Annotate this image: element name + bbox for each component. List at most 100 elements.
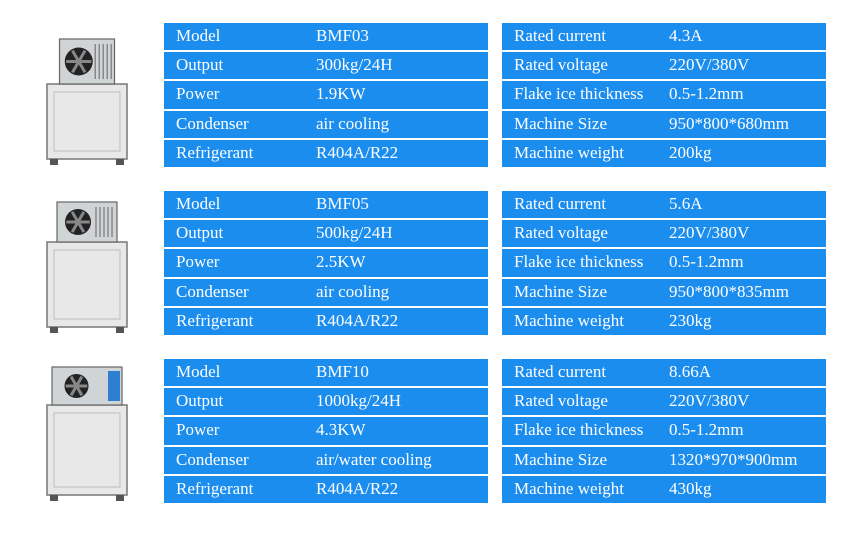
spec-row: Output300kg/24H xyxy=(164,52,488,79)
spec-row: Power1.9KW xyxy=(164,81,488,108)
spec-tables: ModelBMF05Output500kg/24HPower2.5KWConde… xyxy=(164,191,826,336)
spec-value: BMF10 xyxy=(316,362,476,382)
spec-label: Rated current xyxy=(514,362,669,382)
spec-label: Machine Size xyxy=(514,282,669,302)
spec-row: Machine Size950*800*835mm xyxy=(502,279,826,306)
spec-value: 0.5-1.2mm xyxy=(669,420,814,440)
spec-label: Output xyxy=(176,223,316,243)
spec-label: Machine Size xyxy=(514,450,669,470)
spec-label: Rated voltage xyxy=(514,223,669,243)
spec-row: Condenserair/water cooling xyxy=(164,447,488,474)
spec-label: Condenser xyxy=(176,450,316,470)
spec-label: Power xyxy=(176,84,316,104)
spec-row: Output500kg/24H xyxy=(164,220,488,247)
spec-row: Machine weight430kg xyxy=(502,476,826,503)
product-row: ModelBMF10Output1000kg/24HPower4.3KWCond… xyxy=(22,356,826,506)
spec-label: Model xyxy=(176,194,316,214)
spec-label: Refrigerant xyxy=(176,143,316,163)
spec-label: Refrigerant xyxy=(176,479,316,499)
spec-value: 500kg/24H xyxy=(316,223,476,243)
spec-table-left: ModelBMF03Output300kg/24HPower1.9KWConde… xyxy=(164,23,488,168)
spec-value: 950*800*835mm xyxy=(669,282,814,302)
product-image xyxy=(22,20,152,170)
spec-row: ModelBMF03 xyxy=(164,23,488,50)
spec-row: Machine weight230kg xyxy=(502,308,826,335)
spec-label: Flake ice thickness xyxy=(514,420,669,440)
spec-value: air/water cooling xyxy=(316,450,476,470)
spec-value: 200kg xyxy=(669,143,814,163)
spec-row: RefrigerantR404A/R22 xyxy=(164,476,488,503)
spec-row: Output1000kg/24H xyxy=(164,388,488,415)
spec-value: air cooling xyxy=(316,282,476,302)
spec-value: 1.9KW xyxy=(316,84,476,104)
spec-value: 220V/380V xyxy=(669,391,814,411)
spec-value: 230kg xyxy=(669,311,814,331)
spec-row: Rated current4.3A xyxy=(502,23,826,50)
spec-row: Flake ice thickness0.5-1.2mm xyxy=(502,249,826,276)
spec-label: Machine weight xyxy=(514,143,669,163)
spec-label: Output xyxy=(176,391,316,411)
spec-label: Rated current xyxy=(514,26,669,46)
spec-value: R404A/R22 xyxy=(316,479,476,499)
spec-label: Power xyxy=(176,252,316,272)
spec-row: Condenserair cooling xyxy=(164,111,488,138)
spec-value: 430kg xyxy=(669,479,814,499)
product-image xyxy=(22,188,152,338)
spec-row: Rated voltage220V/380V xyxy=(502,52,826,79)
spec-label: Machine weight xyxy=(514,479,669,499)
spec-row: Power4.3KW xyxy=(164,417,488,444)
spec-row: Condenserair cooling xyxy=(164,279,488,306)
spec-value: R404A/R22 xyxy=(316,143,476,163)
spec-label: Model xyxy=(176,362,316,382)
spec-row: Power2.5KW xyxy=(164,249,488,276)
spec-row: ModelBMF10 xyxy=(164,359,488,386)
spec-row: ModelBMF05 xyxy=(164,191,488,218)
spec-value: 4.3A xyxy=(669,26,814,46)
spec-label: Rated voltage xyxy=(514,55,669,75)
spec-value: 220V/380V xyxy=(669,55,814,75)
spec-label: Machine Size xyxy=(514,114,669,134)
spec-value: 2.5KW xyxy=(316,252,476,272)
spec-table-right: Rated current8.66ARated voltage220V/380V… xyxy=(502,359,826,504)
product-row: ModelBMF03Output300kg/24HPower1.9KWConde… xyxy=(22,20,826,170)
spec-row: RefrigerantR404A/R22 xyxy=(164,140,488,167)
spec-value: 950*800*680mm xyxy=(669,114,814,134)
spec-value: 300kg/24H xyxy=(316,55,476,75)
spec-row: Flake ice thickness0.5-1.2mm xyxy=(502,417,826,444)
spec-value: R404A/R22 xyxy=(316,311,476,331)
spec-label: Output xyxy=(176,55,316,75)
spec-value: 5.6A xyxy=(669,194,814,214)
spec-value: 220V/380V xyxy=(669,223,814,243)
spec-label: Flake ice thickness xyxy=(514,84,669,104)
spec-row: Rated voltage220V/380V xyxy=(502,388,826,415)
spec-tables: ModelBMF10Output1000kg/24HPower4.3KWCond… xyxy=(164,359,826,504)
spec-value: 8.66A xyxy=(669,362,814,382)
spec-label: Rated voltage xyxy=(514,391,669,411)
spec-row: Flake ice thickness0.5-1.2mm xyxy=(502,81,826,108)
spec-tables: ModelBMF03Output300kg/24HPower1.9KWConde… xyxy=(164,23,826,168)
spec-row: RefrigerantR404A/R22 xyxy=(164,308,488,335)
spec-label: Rated current xyxy=(514,194,669,214)
spec-value: 0.5-1.2mm xyxy=(669,84,814,104)
spec-label: Flake ice thickness xyxy=(514,252,669,272)
spec-row: Machine Size950*800*680mm xyxy=(502,111,826,138)
spec-value: 1320*970*900mm xyxy=(669,450,814,470)
spec-value: 0.5-1.2mm xyxy=(669,252,814,272)
spec-label: Refrigerant xyxy=(176,311,316,331)
spec-row: Machine Size1320*970*900mm xyxy=(502,447,826,474)
spec-value: 4.3KW xyxy=(316,420,476,440)
spec-row: Machine weight200kg xyxy=(502,140,826,167)
spec-value: 1000kg/24H xyxy=(316,391,476,411)
spec-table-right: Rated current5.6ARated voltage220V/380VF… xyxy=(502,191,826,336)
spec-label: Model xyxy=(176,26,316,46)
spec-value: BMF03 xyxy=(316,26,476,46)
spec-row: Rated current5.6A xyxy=(502,191,826,218)
spec-table-left: ModelBMF05Output500kg/24HPower2.5KWConde… xyxy=(164,191,488,336)
spec-label: Power xyxy=(176,420,316,440)
spec-row: Rated voltage220V/380V xyxy=(502,220,826,247)
product-row: ModelBMF05Output500kg/24HPower2.5KWConde… xyxy=(22,188,826,338)
spec-label: Condenser xyxy=(176,282,316,302)
spec-table-left: ModelBMF10Output1000kg/24HPower4.3KWCond… xyxy=(164,359,488,504)
spec-value: air cooling xyxy=(316,114,476,134)
spec-table-right: Rated current4.3ARated voltage220V/380VF… xyxy=(502,23,826,168)
